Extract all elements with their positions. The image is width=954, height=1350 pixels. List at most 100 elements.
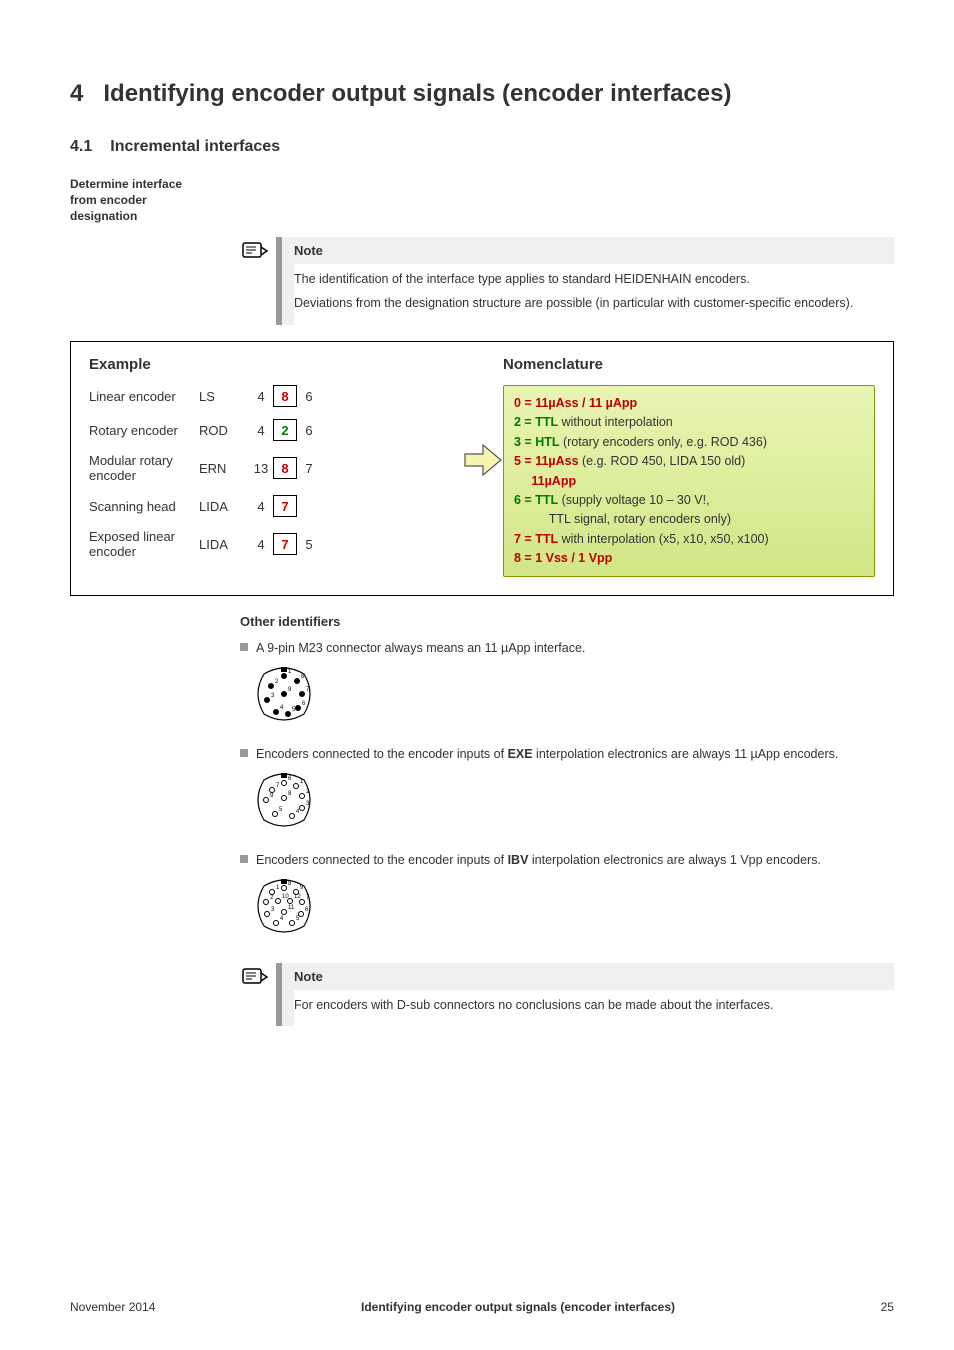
example-digits: 426 bbox=[249, 419, 321, 441]
svg-text:11: 11 bbox=[288, 905, 295, 911]
svg-text:5: 5 bbox=[296, 916, 300, 922]
svg-text:1: 1 bbox=[288, 669, 292, 675]
bullet-text-bold: IBV bbox=[508, 853, 529, 867]
nom-line: (supply voltage 10 – 30 V!, bbox=[558, 493, 709, 507]
example-code: LIDA bbox=[199, 499, 249, 514]
bullet-icon bbox=[240, 855, 248, 863]
digit: 7 bbox=[297, 457, 321, 479]
example-title: Example bbox=[89, 356, 469, 373]
nom-line: TTL signal, rotary encoders only) bbox=[549, 512, 731, 526]
digit: 4 bbox=[249, 495, 273, 517]
note-text: Deviations from the designation structur… bbox=[294, 294, 894, 313]
example-digits: 486 bbox=[249, 385, 321, 407]
digit: 4 bbox=[249, 385, 273, 407]
example-row: Linear encoderLS486 bbox=[89, 385, 469, 407]
section-heading: 4 Identifying encoder output signals (en… bbox=[70, 80, 894, 108]
nom-line: (rotary encoders only, e.g. ROD 436) bbox=[560, 435, 768, 449]
nom-line: 6 = TTL bbox=[514, 493, 558, 507]
example-label: Modular rotary encoder bbox=[89, 453, 199, 483]
bullet-text-part: interpolation electronics are always 1 V… bbox=[528, 853, 821, 867]
connector-ibv-diagram: 819210127311645 bbox=[254, 876, 894, 943]
bullet-text-part: Encoders connected to the encoder inputs… bbox=[256, 747, 508, 761]
subsection-number: 4.1 bbox=[70, 138, 92, 156]
subsection-heading: 4.1 Incremental interfaces bbox=[70, 138, 894, 156]
nom-line: (e.g. ROD 450, LIDA 150 old) bbox=[579, 454, 746, 468]
nom-line: 0 = 11µAss / 11 µApp bbox=[514, 396, 637, 410]
digit: 4 bbox=[249, 419, 273, 441]
bullet-text-part: interpolation electronics are always 11 … bbox=[533, 747, 839, 761]
note-text: For encoders with D-sub connectors no co… bbox=[294, 996, 894, 1015]
svg-text:6: 6 bbox=[305, 907, 309, 913]
note-block: Note The identification of the interface… bbox=[240, 237, 894, 326]
svg-text:9: 9 bbox=[270, 793, 274, 799]
note-icon bbox=[240, 963, 276, 1027]
nom-line: 7 = TTL bbox=[514, 532, 558, 546]
svg-text:8: 8 bbox=[288, 881, 292, 887]
nom-line: 3 = HTL bbox=[514, 435, 560, 449]
arrow-icon bbox=[463, 442, 503, 487]
example-code: LIDA bbox=[199, 537, 249, 552]
digit-highlight: 7 bbox=[273, 533, 297, 555]
digit-highlight: 2 bbox=[273, 419, 297, 441]
svg-text:4: 4 bbox=[280, 705, 284, 711]
nom-line: without interpolation bbox=[558, 415, 673, 429]
other-identifiers-title: Other identifiers bbox=[240, 614, 894, 629]
svg-text:5: 5 bbox=[279, 807, 283, 813]
digit-highlight: 8 bbox=[273, 385, 297, 407]
digit: 4 bbox=[249, 533, 273, 555]
digit: 6 bbox=[297, 419, 321, 441]
nomenclature-box: 0 = 11µAss / 11 µApp 2 = TTL without int… bbox=[503, 385, 875, 577]
example-diagram: Example Linear encoderLS486Rotary encode… bbox=[70, 341, 894, 596]
bullet-text: A 9-pin M23 connector always means an 11… bbox=[256, 639, 585, 658]
footer-date: November 2014 bbox=[70, 1300, 155, 1314]
page-footer: November 2014 Identifying encoder output… bbox=[70, 1300, 894, 1314]
bullet-item: Encoders connected to the encoder inputs… bbox=[240, 745, 894, 764]
connector-exe-diagram: 617289354 bbox=[254, 770, 894, 837]
subsection-title: Incremental interfaces bbox=[110, 138, 280, 156]
nom-line: 11µApp bbox=[531, 474, 576, 488]
bullet-text-part: Encoders connected to the encoder inputs… bbox=[256, 853, 508, 867]
note-block: Note For encoders with D-sub connectors … bbox=[240, 963, 894, 1027]
bullet-item: Encoders connected to the encoder inputs… bbox=[240, 851, 894, 870]
example-row: Exposed linear encoderLIDA475 bbox=[89, 529, 469, 559]
footer-title: Identifying encoder output signals (enco… bbox=[361, 1300, 675, 1314]
example-row: Modular rotary encoderERN1387 bbox=[89, 453, 469, 483]
example-label: Rotary encoder bbox=[89, 423, 199, 438]
svg-text:4: 4 bbox=[280, 916, 284, 922]
example-digits: 475 bbox=[249, 533, 321, 555]
svg-text:8: 8 bbox=[288, 791, 292, 797]
connector-9pin-diagram: 182793645 bbox=[254, 664, 894, 731]
svg-text:4: 4 bbox=[296, 809, 300, 815]
svg-text:7: 7 bbox=[276, 783, 280, 789]
svg-text:2: 2 bbox=[275, 679, 279, 685]
bullet-text: Encoders connected to the encoder inputs… bbox=[256, 745, 838, 764]
bullet-icon bbox=[240, 749, 248, 757]
svg-text:6: 6 bbox=[288, 776, 292, 782]
margin-label: Determine interface from encoder designa… bbox=[70, 176, 894, 225]
nom-line: with interpolation (x5, x10, x50, x100) bbox=[558, 532, 769, 546]
example-label: Exposed linear encoder bbox=[89, 529, 199, 559]
example-code: LS bbox=[199, 389, 249, 404]
svg-text:12: 12 bbox=[294, 894, 301, 900]
example-row: Scanning headLIDA47 bbox=[89, 495, 469, 517]
digit: 6 bbox=[297, 385, 321, 407]
example-code: ROD bbox=[199, 423, 249, 438]
nomenclature-title: Nomenclature bbox=[503, 356, 875, 373]
digit: 13 bbox=[249, 457, 273, 479]
example-row: Rotary encoderROD426 bbox=[89, 419, 469, 441]
example-label: Linear encoder bbox=[89, 389, 199, 404]
svg-text:9: 9 bbox=[288, 687, 292, 693]
bullet-icon bbox=[240, 643, 248, 651]
digit: 5 bbox=[297, 533, 321, 555]
example-digits: 47 bbox=[249, 495, 297, 517]
example-label: Scanning head bbox=[89, 499, 199, 514]
svg-text:2: 2 bbox=[270, 895, 274, 901]
nom-line: 5 = 11µAss bbox=[514, 454, 579, 468]
svg-text:3: 3 bbox=[271, 693, 275, 699]
example-code: ERN bbox=[199, 461, 249, 476]
nom-line: 2 = TTL bbox=[514, 415, 558, 429]
note-text: The identification of the interface type… bbox=[294, 270, 894, 289]
bullet-text: Encoders connected to the encoder inputs… bbox=[256, 851, 821, 870]
note-title: Note bbox=[294, 237, 894, 264]
example-digits: 1387 bbox=[249, 457, 321, 479]
